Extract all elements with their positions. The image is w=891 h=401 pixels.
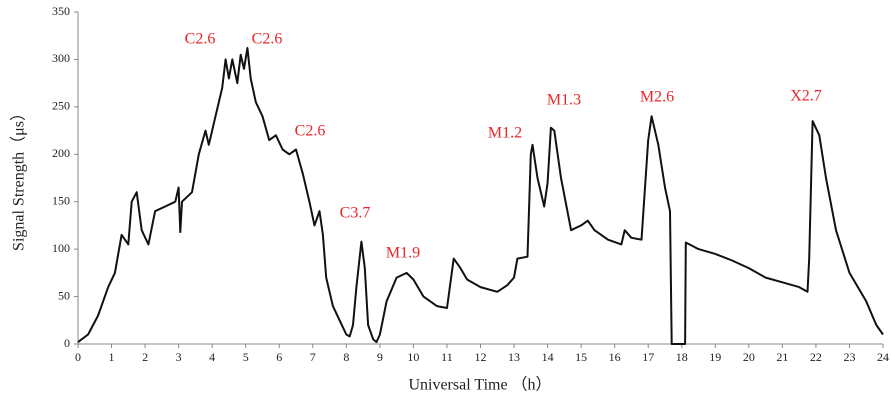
y-tick-label: 50 — [58, 288, 70, 302]
x-tick-label: 16 — [609, 350, 621, 364]
x-tick-label: 3 — [176, 350, 182, 364]
x-tick-label: 23 — [843, 350, 855, 364]
x-tick-label: 12 — [475, 350, 487, 364]
line — [77, 47, 884, 345]
x-tick-label: 18 — [676, 350, 688, 364]
x-tick-label: 22 — [810, 350, 822, 364]
x-tick-label: 24 — [877, 350, 889, 364]
x-tick-label: 11 — [441, 350, 453, 364]
annotation: C3.7 — [340, 205, 371, 222]
x-tick-label: 5 — [243, 350, 249, 364]
annotation: M1.3 — [547, 92, 581, 109]
x-tick-label: 2 — [142, 350, 148, 364]
x-tick-label: 4 — [209, 350, 215, 364]
x-tick-label: 20 — [743, 350, 755, 364]
annotation: C2.6 — [185, 31, 216, 48]
y-tick-label: 300 — [52, 51, 70, 65]
x-tick-label: 10 — [407, 350, 419, 364]
y-tick-label: 350 — [52, 4, 70, 18]
annotation: M1.2 — [488, 125, 522, 142]
x-tick-label: 1 — [109, 350, 115, 364]
x-tick-label: 6 — [276, 350, 282, 364]
x-tick-label: 13 — [508, 350, 520, 364]
x-tick-label: 9 — [377, 350, 383, 364]
x-tick-label: 15 — [575, 350, 587, 364]
annotation: C2.6 — [295, 123, 326, 140]
y-tick-label: 100 — [52, 241, 70, 255]
y-tick-label: 0 — [64, 336, 70, 350]
annotation: X2.7 — [790, 88, 822, 105]
y-axis-title: Signal Strength（μs） — [10, 105, 28, 251]
x-tick-label: 21 — [776, 350, 788, 364]
x-axis-title: Universal Time （h） — [408, 376, 551, 394]
y-tick-label: 250 — [52, 99, 70, 113]
x-tick-label: 8 — [343, 350, 349, 364]
annotation: M2.6 — [640, 89, 674, 106]
annotation: M1.9 — [386, 245, 420, 262]
x-tick-label: 0 — [75, 350, 81, 364]
y-tick-label: 200 — [52, 146, 70, 160]
x-tick-label: 14 — [542, 350, 554, 364]
x-tick-label: 7 — [310, 350, 316, 364]
annotation: C2.6 — [252, 31, 283, 48]
y-tick-label: 150 — [52, 193, 70, 207]
x-tick-label: 17 — [642, 350, 654, 364]
x-tick-label: 19 — [709, 350, 721, 364]
